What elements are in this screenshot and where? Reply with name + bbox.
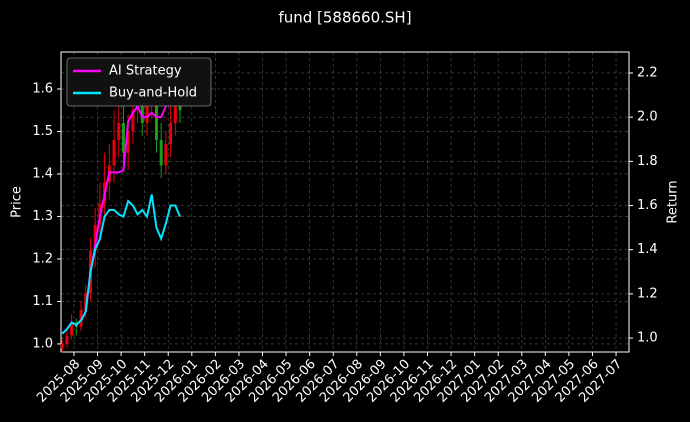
chart-title: fund [588660.SH] [278, 9, 411, 27]
y2-tick-label: 2.0 [637, 110, 658, 125]
y-tick-label: 1.4 [32, 166, 53, 181]
candle-body [169, 122, 173, 145]
candle-body [70, 322, 74, 336]
legend-box [66, 57, 212, 107]
candle-body [164, 144, 168, 166]
y-tick-label: 1.6 [32, 81, 53, 96]
candle-body [117, 122, 121, 140]
y-tick-label: 1.2 [32, 251, 53, 266]
y2-axis-label: Return [666, 180, 681, 223]
y2-tick-label: 1.8 [637, 154, 658, 169]
legend: AI Strategy Buy-and-Hold [66, 57, 212, 107]
candle-body [154, 88, 158, 140]
candle-body [173, 97, 177, 123]
candle-body [121, 122, 125, 153]
plot-frame [60, 51, 630, 353]
candle-body [126, 131, 130, 153]
candle-body [93, 224, 97, 251]
y2-tick-label: 1.2 [637, 286, 658, 301]
legend-label: Buy-and-Hold [109, 86, 197, 101]
y2-tick-label: 1.0 [637, 331, 658, 346]
y-tick-label: 1.3 [32, 209, 53, 224]
candle-body [145, 105, 149, 123]
y-tick-label: 1.1 [32, 294, 53, 309]
y-axis-label: Price [10, 186, 25, 218]
candle-body [131, 110, 135, 132]
y-tick-label: 1.0 [32, 336, 53, 351]
y2-tick-label: 1.6 [637, 198, 658, 213]
candle-body [84, 292, 88, 310]
y2-tick-label: 1.4 [637, 242, 658, 257]
candle-body [60, 343, 64, 349]
series-line [61, 194, 181, 335]
candle-body [112, 139, 116, 166]
legend-label: AI Strategy [109, 64, 182, 79]
y-tick-label: 1.5 [32, 124, 53, 139]
y2-tick-label: 2.2 [637, 65, 658, 80]
candle-body [159, 139, 163, 166]
candle-body [140, 97, 144, 123]
candle-body [65, 335, 69, 344]
